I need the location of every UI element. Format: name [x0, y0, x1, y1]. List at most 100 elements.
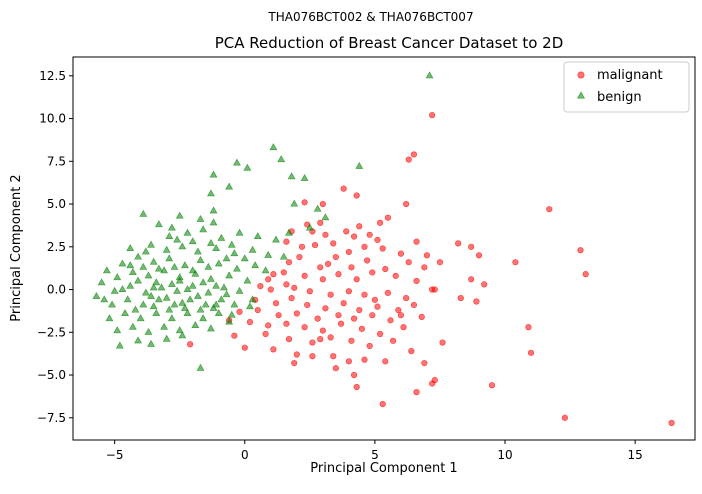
malignant-point	[265, 276, 272, 283]
malignant-point	[345, 248, 352, 256]
benign-point	[209, 303, 218, 311]
y-tick-label: −7.5	[37, 411, 66, 425]
malignant-point	[405, 259, 412, 266]
benign-point	[115, 341, 124, 349]
malignant-point	[335, 271, 342, 278]
benign-point	[217, 295, 226, 303]
benign-point	[305, 223, 314, 231]
benign-point	[227, 240, 236, 248]
malignant-point	[262, 330, 269, 338]
y-tick-label: −5.0	[37, 368, 66, 382]
malignant-point	[332, 253, 339, 261]
benign-point	[175, 326, 184, 334]
chart-suptitle: THA076BCT002 & THA076BCT007	[267, 10, 473, 24]
benign-point	[165, 254, 174, 262]
malignant-point	[345, 358, 352, 365]
malignant-point	[421, 359, 428, 367]
malignant-point	[309, 339, 316, 346]
malignant-point	[408, 347, 415, 355]
malignant-point	[301, 272, 308, 279]
benign-point	[207, 238, 215, 246]
benign-point	[157, 283, 166, 291]
malignant-point	[371, 296, 378, 303]
benign-point	[196, 256, 205, 263]
legend-label-malignant: malignant	[597, 68, 663, 83]
malignant-point	[298, 243, 306, 250]
malignant-point	[403, 294, 410, 302]
malignant-point	[397, 250, 405, 257]
malignant-point	[363, 257, 371, 264]
malignant-point	[387, 317, 394, 324]
malignant-point	[353, 192, 360, 199]
benign-point	[227, 310, 236, 318]
benign-point	[134, 252, 142, 260]
benign-point	[201, 300, 210, 308]
x-tick-label: 0	[241, 448, 249, 462]
benign-point	[209, 218, 218, 226]
benign-point	[102, 266, 111, 274]
malignant-point	[376, 330, 384, 338]
malignant-point	[317, 336, 324, 343]
benign-point	[196, 305, 205, 313]
benign-point	[243, 276, 252, 284]
benign-point	[188, 281, 197, 289]
benign-point	[170, 262, 179, 270]
benign-point	[225, 317, 234, 325]
malignant-point	[429, 112, 436, 119]
benign-point	[123, 295, 132, 303]
malignant-point	[322, 305, 329, 312]
x-axis-title: Principal Component 1	[310, 461, 457, 476]
benign-point	[160, 322, 169, 330]
malignant-point	[421, 264, 428, 271]
malignant-point	[280, 269, 287, 276]
benign-point	[199, 225, 208, 233]
malignant-point	[241, 344, 248, 351]
legend-box	[563, 61, 690, 113]
malignant-point	[293, 351, 300, 358]
malignant-point	[332, 365, 339, 372]
malignant-point	[413, 238, 420, 245]
benign-point	[207, 274, 215, 282]
benign-point	[110, 286, 119, 294]
benign-point	[235, 286, 244, 294]
malignant-point	[330, 353, 337, 360]
benign-point	[313, 204, 322, 212]
malignant-point	[293, 310, 300, 317]
malignant-point	[265, 322, 272, 329]
benign-point	[212, 281, 221, 289]
malignant-point	[384, 214, 392, 221]
malignant-point	[267, 286, 274, 293]
malignant-point	[374, 303, 381, 310]
malignant-point	[457, 294, 464, 302]
benign-point	[128, 322, 137, 330]
malignant-point	[314, 315, 321, 322]
benign-point	[230, 249, 239, 257]
malignant-point	[418, 313, 425, 320]
malignant-point	[374, 236, 381, 244]
malignant-point	[285, 259, 293, 266]
malignant-point	[236, 308, 243, 315]
benign-point	[253, 232, 262, 240]
benign-point	[191, 269, 200, 277]
malignant-point	[327, 291, 334, 298]
benign-point	[154, 220, 163, 228]
benign-point	[222, 254, 231, 262]
benign-point	[118, 259, 127, 267]
malignant-point	[311, 241, 319, 249]
benign-point	[178, 331, 187, 339]
benign-point	[167, 223, 176, 231]
benign-point	[180, 303, 189, 311]
malignant-point	[270, 271, 277, 278]
benign-point	[277, 155, 286, 163]
benign-point	[100, 295, 109, 303]
benign-point	[264, 250, 273, 258]
benign-point	[141, 247, 150, 255]
malignant-point	[468, 276, 475, 283]
malignant-point	[283, 281, 290, 288]
y-tick-label: 12.5	[39, 69, 66, 83]
benign-point	[196, 363, 205, 371]
malignant-point	[340, 300, 347, 307]
benign-point	[222, 290, 231, 298]
benign-point	[175, 211, 184, 219]
